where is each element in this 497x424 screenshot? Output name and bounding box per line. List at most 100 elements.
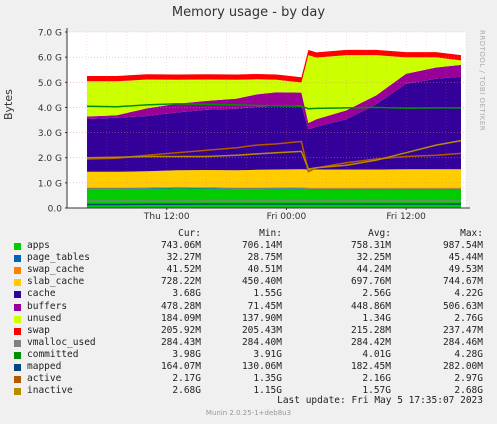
legend-min: 1.15G — [253, 385, 282, 397]
legend-cur: 284.43M — [160, 336, 201, 348]
rrdtool-credit: RRDTOOL / TOBI OETIKER — [478, 30, 486, 132]
chart-area: 0.0 1.0 G 2.0 G 3.0 G 4.0 G 5.0 G 6.0 G 7.0 G Th… — [38, 28, 470, 222]
area-swap-cache — [87, 186, 461, 189]
legend-name: swap — [27, 324, 50, 336]
legend-cur: 478.28M — [160, 300, 201, 312]
legend-row-inactive: inactive 2.68G 1.15G 1.57G 2.68G — [0, 385, 497, 397]
legend-swatch — [14, 279, 21, 287]
legend-row-swap-cache: swap_cache 41.52M 40.51M 44.24M 49.53M — [0, 264, 497, 276]
legend-max: 506.63M — [442, 300, 483, 312]
line-active — [86, 140, 462, 173]
legend-max: 282.00M — [442, 361, 483, 373]
legend-swatch — [14, 351, 21, 359]
legend-swatch — [14, 243, 21, 251]
legend-avg: 284.42M — [350, 336, 391, 348]
legend-min: 137.90M — [241, 312, 282, 324]
legend-row-vmalloc-used: vmalloc_used 284.43M 284.40M 284.42M 284.46M — [0, 337, 497, 349]
area-swap — [87, 49, 461, 83]
legend-max: 2.76G — [454, 312, 483, 324]
legend-avg: 4.01G — [362, 348, 391, 360]
legend-max: 4.22G — [454, 288, 483, 300]
legend-header: Cur: Min: Avg: Max: — [0, 228, 497, 240]
legend-max: 987.54M — [442, 240, 483, 252]
legend-avg: 1.57G — [362, 385, 391, 397]
legend-row-mapped: mapped 164.07M 130.06M 182.45M 282.00M — [0, 361, 497, 373]
legend-name: committed — [27, 348, 79, 360]
legend-avg: 1.34G — [362, 312, 391, 324]
legend: Cur: Min: Avg: Max: apps 743.06M 706.14M 75… — [0, 228, 497, 397]
legend-name: page_tables — [27, 252, 90, 264]
legend-max: 2.68G — [454, 385, 483, 397]
legend-swatch — [14, 303, 21, 311]
y-tick-label: 7.0 G — [38, 29, 62, 39]
legend-cur: 164.07M — [160, 361, 201, 373]
legend-max: 49.53M — [448, 264, 483, 276]
legend-swatch — [14, 376, 21, 384]
legend-swatch — [14, 339, 21, 347]
legend-row-active: active 2.17G 1.35G 2.16G 2.97G — [0, 373, 497, 385]
legend-swatch — [14, 327, 21, 335]
legend-row-unused: unused 184.09M 137.90M 1.34G 2.76G — [0, 313, 497, 325]
legend-cur: 728.22M — [160, 276, 201, 288]
legend-row-swap: swap 205.92M 205.43M 215.28M 237.47M — [0, 325, 497, 337]
legend-row-cache: cache 3.68G 1.55G 2.56G 4.22G — [0, 288, 497, 300]
legend-row-slab-cache: slab_cache 728.22M 450.40M 697.76M 744.67M — [0, 276, 497, 288]
area-cache — [87, 76, 461, 172]
legend-name: buffers — [27, 300, 68, 312]
legend-header-cur: Cur: — [178, 228, 201, 239]
legend-cur: 41.52M — [166, 264, 201, 276]
line-inactive — [86, 139, 462, 170]
last-update: Last update: Fri May 5 17:35:07 2023 — [277, 395, 483, 406]
y-tick-label: 0.0 — [48, 205, 63, 215]
legend-min: 3.91G — [253, 348, 282, 360]
legend-avg: 758.31M — [350, 240, 391, 252]
legend-min: 284.40M — [241, 336, 282, 348]
legend-swatch — [14, 364, 21, 372]
x-tick-label: Fri 12:00 — [386, 212, 426, 222]
legend-name: mapped — [27, 361, 62, 373]
legend-cur: 2.68G — [172, 385, 201, 397]
line-committed — [86, 102, 461, 110]
legend-max: 2.97G — [454, 373, 483, 385]
legend-max: 284.46M — [442, 336, 483, 348]
legend-swatch — [14, 255, 21, 263]
legend-min: 40.51M — [247, 264, 282, 276]
legend-min: 706.14M — [241, 240, 282, 252]
legend-avg: 697.76M — [350, 276, 391, 288]
legend-cur: 184.09M — [160, 312, 201, 324]
legend-cur: 2.17G — [172, 373, 201, 385]
legend-name: inactive — [27, 385, 73, 397]
x-tick-label: Fri 00:00 — [267, 212, 307, 222]
legend-min: 1.35G — [253, 373, 282, 385]
legend-header-max: Max: — [460, 228, 483, 239]
legend-avg: 44.24M — [356, 264, 391, 276]
legend-max: 744.67M — [442, 276, 483, 288]
legend-cur: 32.27M — [166, 252, 201, 264]
legend-min: 450.40M — [241, 276, 282, 288]
legend-name: vmalloc_used — [27, 336, 96, 348]
area-page-tables — [87, 187, 461, 190]
legend-avg: 448.86M — [350, 300, 391, 312]
area-slab-cache — [87, 169, 461, 188]
legend-row-buffers: buffers 478.28M 71.45M 448.86M 506.63M — [0, 301, 497, 313]
area-unused — [87, 55, 461, 123]
y-tick-label: 3.0 G — [38, 129, 62, 139]
legend-max: 4.28G — [454, 348, 483, 360]
legend-rows: apps 743.06M 706.14M 758.31M 987.54M page_tab… — [0, 240, 497, 397]
legend-header-min: Min: — [259, 228, 282, 239]
legend-name: active — [27, 373, 62, 385]
legend-swatch — [14, 291, 21, 299]
legend-header-avg: Avg: — [368, 228, 391, 239]
legend-row-page-tables: page_tables 32.27M 28.75M 32.25M 45.44M — [0, 252, 497, 264]
y-tick-label: 6.0 G — [38, 54, 62, 64]
legend-name: cache — [27, 288, 56, 300]
legend-max: 237.47M — [442, 324, 483, 336]
legend-avg: 215.28M — [350, 324, 391, 336]
legend-name: unused — [27, 312, 62, 324]
legend-min: 205.43M — [241, 324, 282, 336]
legend-swatch — [14, 315, 21, 323]
legend-swatch — [14, 388, 21, 396]
legend-max: 45.44M — [448, 252, 483, 264]
legend-min: 28.75M — [247, 252, 282, 264]
x-tick-label: Thu 12:00 — [143, 212, 190, 222]
